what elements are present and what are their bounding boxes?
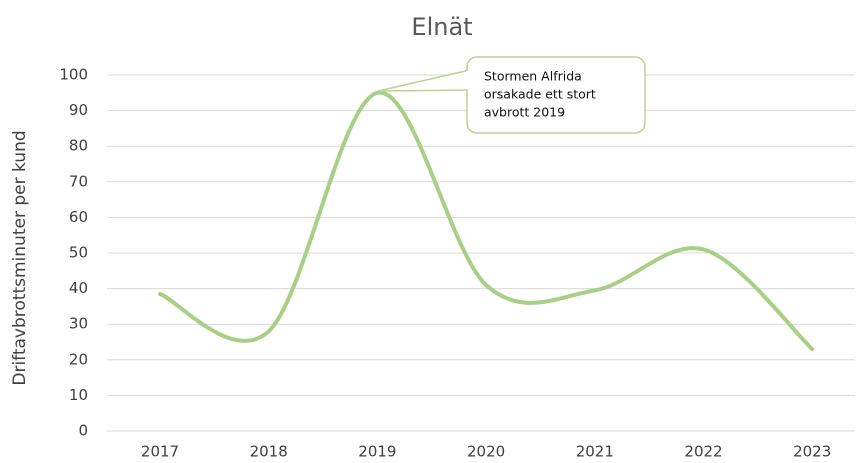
y-tick-label: 30 bbox=[69, 315, 88, 333]
y-tick-label: 10 bbox=[69, 386, 88, 404]
callout-box bbox=[466, 56, 646, 134]
y-tick-label: 60 bbox=[69, 208, 88, 226]
annotation-line: orsakade ett stort bbox=[484, 87, 596, 102]
y-tick-label: 40 bbox=[69, 279, 88, 297]
y-axis-label: Driftavbrottsminuter per kund bbox=[10, 130, 30, 385]
y-tick-label: 80 bbox=[69, 137, 88, 155]
y-tick-label: 100 bbox=[59, 66, 88, 84]
y-tick-label: 50 bbox=[69, 244, 88, 262]
x-tick-label: 2019 bbox=[358, 443, 396, 461]
plot: 0 10 20 30 40 50 60 70 80 90 100 2017 2018 2019 2020 20… bbox=[59, 66, 855, 461]
x-tick-label: 2018 bbox=[250, 443, 288, 461]
x-tick-label: 2022 bbox=[684, 443, 722, 461]
annotation-line: avbrott 2019 bbox=[484, 105, 565, 120]
series-line bbox=[158, 90, 815, 352]
y-tick-label: 70 bbox=[69, 172, 88, 190]
callout-pointer bbox=[377, 69, 471, 92]
y-tick-label: 20 bbox=[69, 350, 88, 368]
x-tick-label: 2021 bbox=[576, 443, 614, 461]
x-tick-label: 2020 bbox=[467, 443, 505, 461]
chart-title: Elnät bbox=[411, 13, 472, 41]
x-tick-label: 2017 bbox=[141, 443, 179, 461]
annotation-line: Stormen Alfrida bbox=[484, 69, 582, 84]
callout-join bbox=[466, 71, 472, 89]
y-tick-label: 0 bbox=[78, 422, 88, 440]
annotation: Stormen Alfrida orsakade ett stort avbro… bbox=[377, 56, 646, 134]
x-tick-label: 2023 bbox=[793, 443, 831, 461]
y-tick-label: 90 bbox=[69, 101, 88, 119]
